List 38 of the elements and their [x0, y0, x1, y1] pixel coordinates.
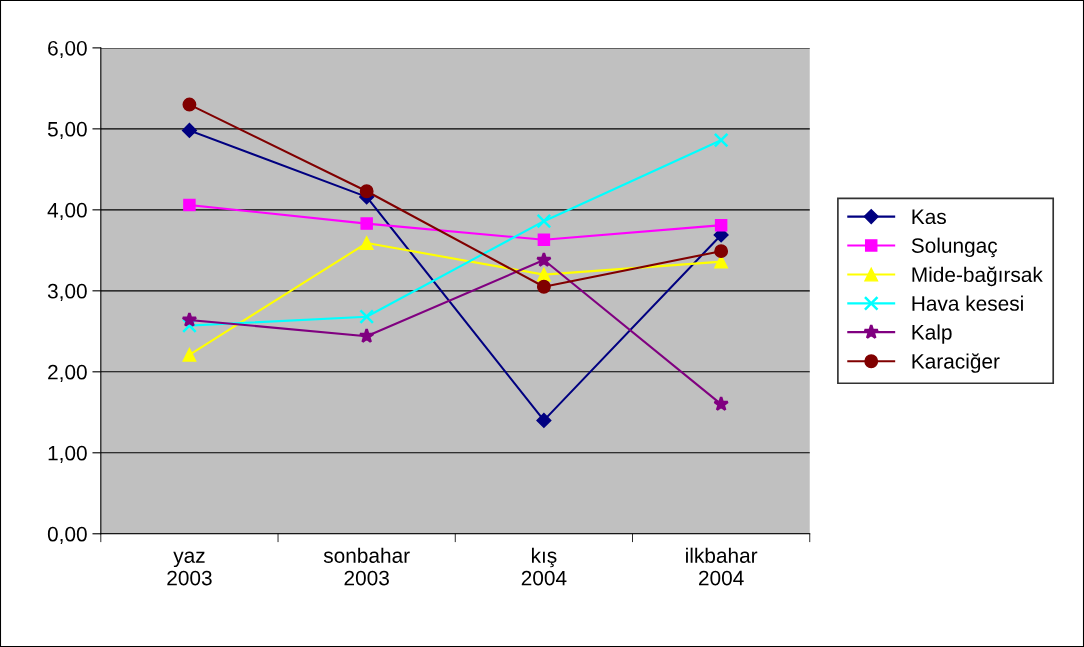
point [536, 412, 552, 428]
y-tick-label: 1,00 [48, 445, 87, 464]
point [360, 217, 373, 230]
point [713, 132, 729, 148]
point [182, 347, 197, 362]
point [183, 198, 196, 212]
point [537, 233, 551, 247]
point [359, 236, 374, 250]
y-tick-label: 3,00 [47, 283, 87, 302]
point [182, 97, 197, 112]
point [536, 251, 552, 267]
point [358, 327, 375, 344]
legend-label: Mide-bağırsak [912, 266, 1043, 287]
point [536, 213, 552, 229]
x-tick-label: kış 2004 [521, 547, 567, 586]
y-tick-label: 6,00 [48, 40, 87, 59]
y-tick-label: 0,00 [47, 526, 87, 544]
point [359, 184, 374, 199]
point [181, 311, 198, 327]
legend-label: Solungaç [911, 237, 998, 258]
legend-label: Kalp [912, 324, 952, 344]
y-tick-label: 2,00 [48, 364, 87, 383]
point [536, 267, 551, 282]
y-tick-label: 5,00 [47, 121, 87, 140]
point [714, 244, 729, 259]
point [181, 122, 197, 139]
point [714, 218, 728, 232]
y-tick-label: 4,00 [47, 202, 87, 221]
point [181, 318, 197, 334]
point [359, 309, 375, 325]
x-tick-label: ilkbahar 2004 [686, 547, 758, 586]
x-tick-label: yaz 2003 [167, 551, 212, 586]
legend-label: Kas [912, 209, 946, 225]
point [713, 396, 729, 412]
x-tick-label: sonbahar 2003 [323, 547, 410, 586]
legend-label: Karaciğer [912, 353, 1000, 373]
point [536, 279, 551, 294]
legend-label: Hava kesesi [912, 295, 1023, 311]
